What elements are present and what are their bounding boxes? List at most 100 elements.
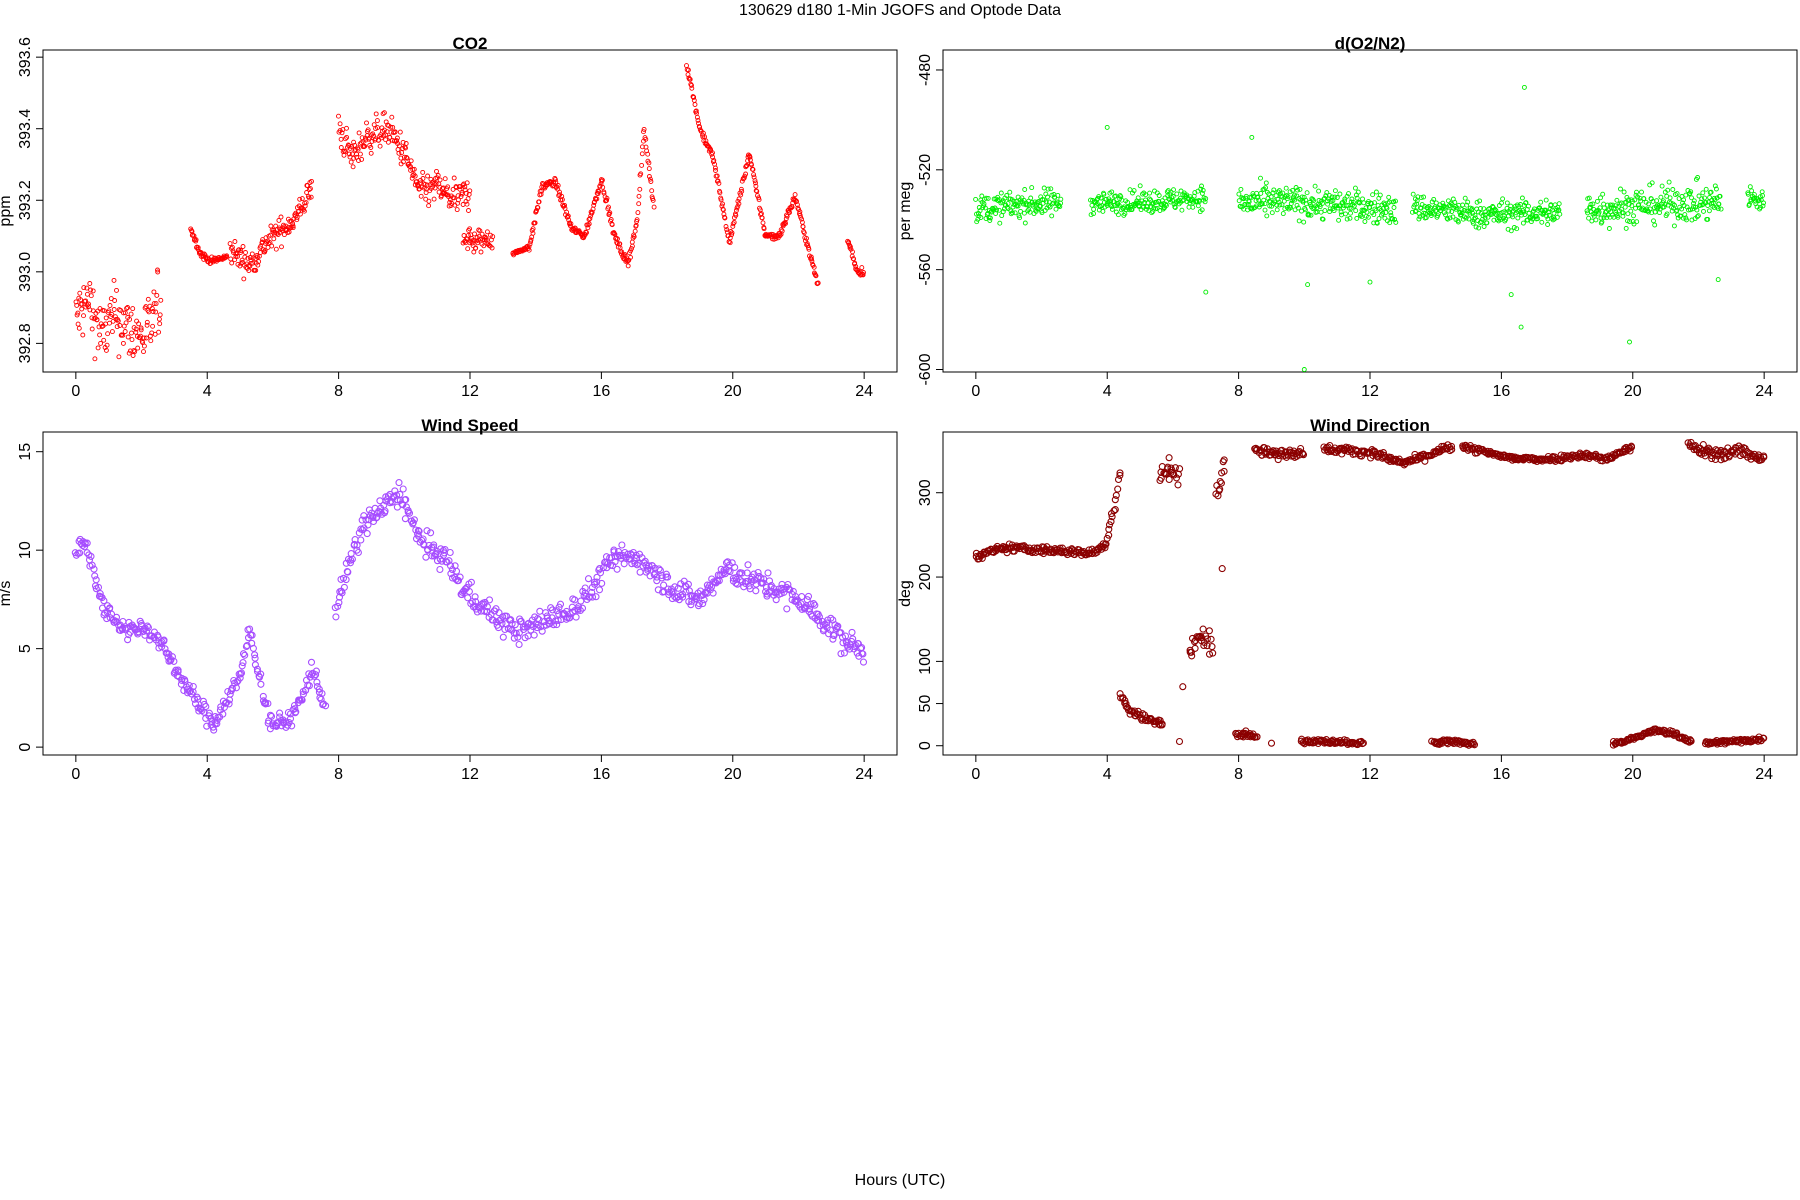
data-point <box>1107 518 1115 526</box>
data-point <box>648 179 654 184</box>
data-point <box>593 573 601 581</box>
data-point <box>1279 202 1285 208</box>
data-point <box>1478 206 1483 211</box>
data-point <box>1361 200 1367 206</box>
data-point <box>647 566 655 574</box>
data-point <box>400 159 406 165</box>
data-point <box>161 645 169 653</box>
data-point <box>526 244 532 250</box>
data-point <box>1176 465 1184 473</box>
data-point <box>1199 183 1204 189</box>
data-point <box>1014 202 1020 208</box>
data-point <box>1022 187 1028 192</box>
data-point <box>1360 196 1365 202</box>
data-point <box>1094 544 1102 552</box>
data-point <box>1628 208 1634 214</box>
data-point <box>1388 210 1394 216</box>
y-tick-label: 393.6 <box>17 37 34 77</box>
data-point <box>251 661 259 669</box>
data-point <box>1109 189 1115 195</box>
data-point <box>765 577 774 585</box>
data-point <box>1274 456 1282 464</box>
data-point <box>1464 202 1470 208</box>
data-point <box>1255 194 1261 200</box>
data-point <box>1535 216 1541 222</box>
data-point <box>470 243 476 249</box>
data-point <box>107 303 113 308</box>
data-point <box>1481 224 1487 229</box>
data-point <box>783 605 791 613</box>
data-point <box>1551 210 1557 216</box>
data-point <box>1691 198 1697 204</box>
data-point <box>1187 648 1195 656</box>
data-point <box>615 236 620 242</box>
data-point <box>1708 189 1714 195</box>
data-point <box>229 260 235 266</box>
data-point <box>559 197 565 203</box>
data-point <box>641 129 646 135</box>
panel-title: Wind Speed <box>421 416 518 435</box>
data-point <box>74 302 80 308</box>
data-point <box>83 549 91 557</box>
data-point <box>713 168 718 173</box>
data-point <box>1520 220 1526 226</box>
data-point <box>79 301 85 307</box>
data-point <box>426 198 432 204</box>
data-point <box>1295 205 1301 211</box>
data-point <box>1373 189 1379 195</box>
data-point <box>253 267 259 273</box>
data-point <box>1304 190 1310 196</box>
data-point <box>814 281 820 287</box>
data-point <box>1737 444 1745 452</box>
data-point <box>1747 184 1753 190</box>
data-point <box>280 719 288 727</box>
data-point <box>1608 202 1613 208</box>
x-tick-label: 8 <box>1234 383 1243 400</box>
data-point <box>475 240 481 246</box>
data-point <box>1715 277 1721 283</box>
data-point <box>90 308 96 314</box>
data-point <box>358 526 367 534</box>
data-point <box>1104 124 1110 130</box>
data-point <box>1672 202 1678 208</box>
data-point <box>210 726 218 734</box>
data-point <box>1463 215 1469 221</box>
data-point <box>1165 475 1173 484</box>
data-point <box>1618 200 1624 206</box>
y-tick-label: 0 <box>17 743 34 752</box>
data-point <box>1670 205 1676 211</box>
data-point <box>1334 195 1340 200</box>
data-point <box>389 114 395 120</box>
data-point <box>589 209 595 215</box>
data-point <box>1281 198 1287 204</box>
panel-wind-direction: Wind Direction deg 0 4 8 12 16 20 24 0 50 100 200 300 <box>897 416 1798 783</box>
data-point <box>464 180 470 186</box>
data-point <box>76 549 84 557</box>
data-point <box>1470 741 1479 749</box>
data-point <box>1380 210 1386 216</box>
data-point <box>1466 216 1472 222</box>
data-point <box>801 603 809 611</box>
data-point <box>1701 208 1706 214</box>
data-point <box>1147 196 1152 202</box>
data-point <box>1258 190 1264 196</box>
data-point <box>1749 188 1755 194</box>
data-point <box>646 174 652 179</box>
data-point <box>1371 212 1377 218</box>
data-point <box>983 195 989 201</box>
x-tick-label: 20 <box>724 383 742 400</box>
data-point <box>645 562 653 570</box>
data-point <box>1519 195 1525 201</box>
data-point <box>528 237 534 243</box>
data-point <box>1359 739 1367 747</box>
data-point <box>1651 218 1656 224</box>
data-point <box>1199 625 1207 633</box>
data-point <box>429 543 438 551</box>
data-point <box>742 173 748 179</box>
data-point <box>1652 209 1658 215</box>
data-point <box>1462 195 1468 201</box>
data-point <box>996 207 1002 213</box>
data-point <box>316 694 324 702</box>
data-point <box>456 573 464 581</box>
data-point <box>1666 179 1672 185</box>
